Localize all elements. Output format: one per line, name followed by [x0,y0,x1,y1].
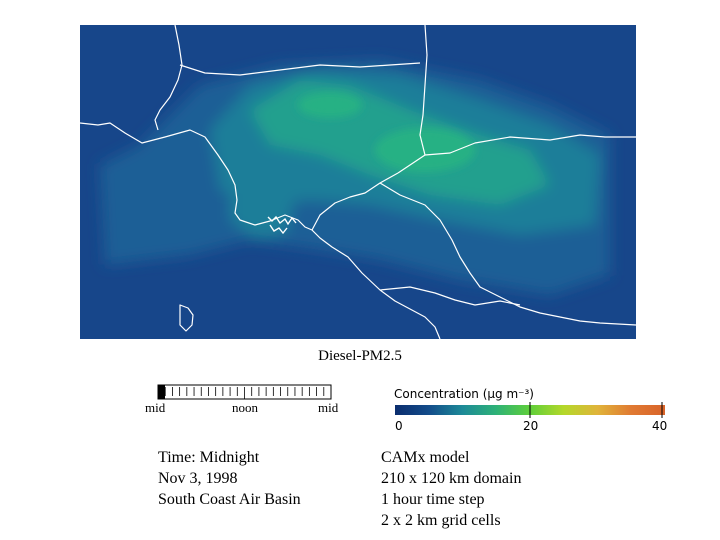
tick-label-20: 20 [523,419,539,433]
model-info-line: 1 hour time step [381,491,485,508]
concentration-map [80,25,636,339]
color-scale-bar [395,402,665,418]
county-line-la-ventura [154,25,183,131]
county-line-orange-riverside [379,182,636,326]
island-outline [179,304,194,332]
time-marker [158,385,165,399]
coastline [80,122,441,339]
time-info: Time: Midnight Nov 3, 1998 South Coast A… [158,447,301,510]
port-facilities [267,215,297,235]
time-progress-bar [157,384,332,400]
clock-middle-label: noon [232,400,258,415]
county-line-sanbernardino [397,25,428,174]
concentration-peak [298,92,475,172]
model-info-line: 2 x 2 km grid cells [381,512,501,529]
map-title: Diesel-PM2.5 [318,348,402,364]
time-info-line: South Coast Air Basin [158,491,301,508]
time-info-line: Time: Midnight [158,449,260,466]
tick-label-0: 0 [395,419,403,433]
county-boundaries [80,25,636,339]
clock-start-label: mid [145,400,166,415]
model-info: CAMx model 210 x 120 km domain 1 hour ti… [381,447,521,531]
model-info-line: CAMx model [381,449,470,466]
legend-title: Concentration (μg m⁻³) [394,387,534,401]
model-info-line: 210 x 120 km domain [381,470,522,487]
inland-boundary [379,286,521,306]
time-info-line: Nov 3, 1998 [158,470,238,487]
county-line-la-kern [179,62,421,76]
county-line-east [424,134,636,156]
tick-label-40: 40 [652,419,668,433]
clock-end-label: mid [318,400,339,415]
